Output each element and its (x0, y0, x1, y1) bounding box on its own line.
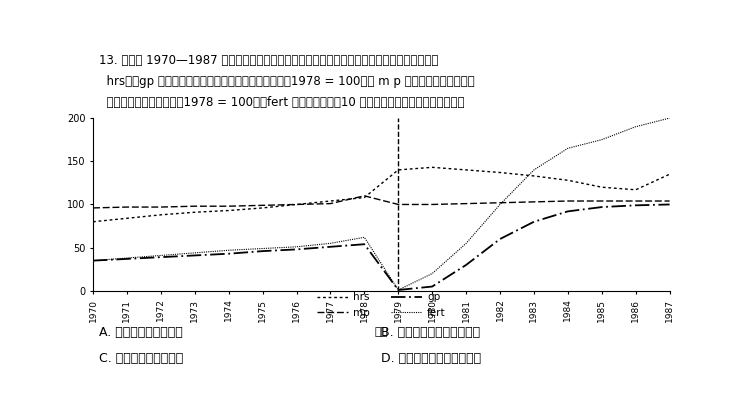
fert (123, 255, 132, 260)
Line: gp: gp (93, 204, 670, 290)
hrs (597, 185, 606, 190)
hrs (360, 195, 369, 200)
gp (496, 237, 504, 242)
fert (496, 202, 504, 207)
mp (461, 201, 470, 206)
hrs (461, 167, 470, 172)
hrs (496, 170, 504, 175)
gp (631, 203, 640, 208)
Text: 13. 下图是 1970—1987 年的中国农业条件。其中家庭联产承包责任制的激励机制的优势（简记: 13. 下图是 1970—1987 年的中国农业条件。其中家庭联产承包责任制的激… (99, 55, 438, 67)
Line: hrs: hrs (93, 167, 670, 222)
mp (631, 199, 640, 204)
gp (563, 209, 572, 214)
gp (292, 247, 301, 252)
mp (563, 199, 572, 204)
fert (156, 253, 165, 258)
hrs (156, 213, 165, 217)
fert (665, 115, 674, 120)
mp (224, 204, 233, 208)
fert (631, 124, 640, 129)
fert (292, 244, 301, 249)
hrs (563, 178, 572, 183)
gp (530, 220, 539, 224)
hrs (292, 202, 301, 207)
Text: B. 导致农产品价格持续回落: B. 导致农产品价格持续回落 (382, 326, 481, 339)
hrs (631, 187, 640, 192)
mp (428, 202, 437, 207)
hrs (428, 165, 437, 170)
fert (89, 258, 97, 263)
gp (326, 244, 335, 249)
gp (394, 288, 403, 293)
gp (665, 202, 674, 207)
mp (156, 205, 165, 210)
mp (326, 201, 335, 206)
mp (665, 199, 674, 204)
Text: D. 取决于工业化发展的成就: D. 取决于工业化发展的成就 (382, 352, 481, 365)
fert (461, 241, 470, 246)
gp (156, 255, 165, 259)
hrs (89, 220, 97, 224)
Text: C. 深受政策和科技影响: C. 深受政策和科技影响 (99, 352, 183, 365)
hrs (530, 173, 539, 178)
mp (496, 200, 504, 205)
Line: mp: mp (93, 196, 670, 208)
Text: 格的农村集市价格指数（1978 = 100），fert 是化肥使用量（10 万吨）（见下图）。据此可知，改: 格的农村集市价格指数（1978 = 100），fert 是化肥使用量（10 万吨… (99, 96, 464, 109)
gp (597, 205, 606, 210)
fert (563, 146, 572, 151)
hrs (190, 210, 199, 215)
Legend: hrs, mp, gp, fert: hrs, mp, gp, fert (317, 293, 446, 317)
mp (530, 200, 539, 204)
fert (190, 251, 199, 255)
mp (89, 206, 97, 211)
mp (123, 205, 132, 210)
fert (597, 137, 606, 142)
gp (190, 253, 199, 258)
fert (326, 241, 335, 246)
fert (530, 167, 539, 172)
fert (360, 235, 369, 240)
mp (292, 202, 301, 207)
gp (89, 258, 97, 263)
gp (428, 284, 437, 289)
hrs (394, 167, 403, 172)
X-axis label: 年份: 年份 (375, 327, 388, 337)
gp (258, 248, 267, 253)
Text: A. 得益于经济结构调整: A. 得益于经济结构调整 (99, 326, 182, 339)
mp (190, 204, 199, 208)
hrs (326, 199, 335, 204)
Text: hrs）。gp 为相对于工业投入品价格的超购加价指数（1978 = 100）， m p 为相对于工业投入品价: hrs）。gp 为相对于工业投入品价格的超购加价指数（1978 = 100）， … (99, 75, 475, 88)
hrs (123, 216, 132, 221)
gp (123, 257, 132, 262)
fert (258, 246, 267, 251)
gp (224, 251, 233, 256)
mp (258, 203, 267, 208)
mp (394, 202, 403, 207)
hrs (665, 172, 674, 177)
gp (360, 242, 369, 247)
mp (597, 199, 606, 204)
mp (360, 193, 369, 198)
fert (394, 288, 403, 293)
Line: fert: fert (93, 118, 670, 290)
Text: 革开放时期农业发展: 革开放时期农业发展 (99, 117, 170, 130)
fert (224, 248, 233, 253)
gp (461, 262, 470, 267)
hrs (258, 206, 267, 211)
fert (428, 271, 437, 276)
hrs (224, 208, 233, 213)
